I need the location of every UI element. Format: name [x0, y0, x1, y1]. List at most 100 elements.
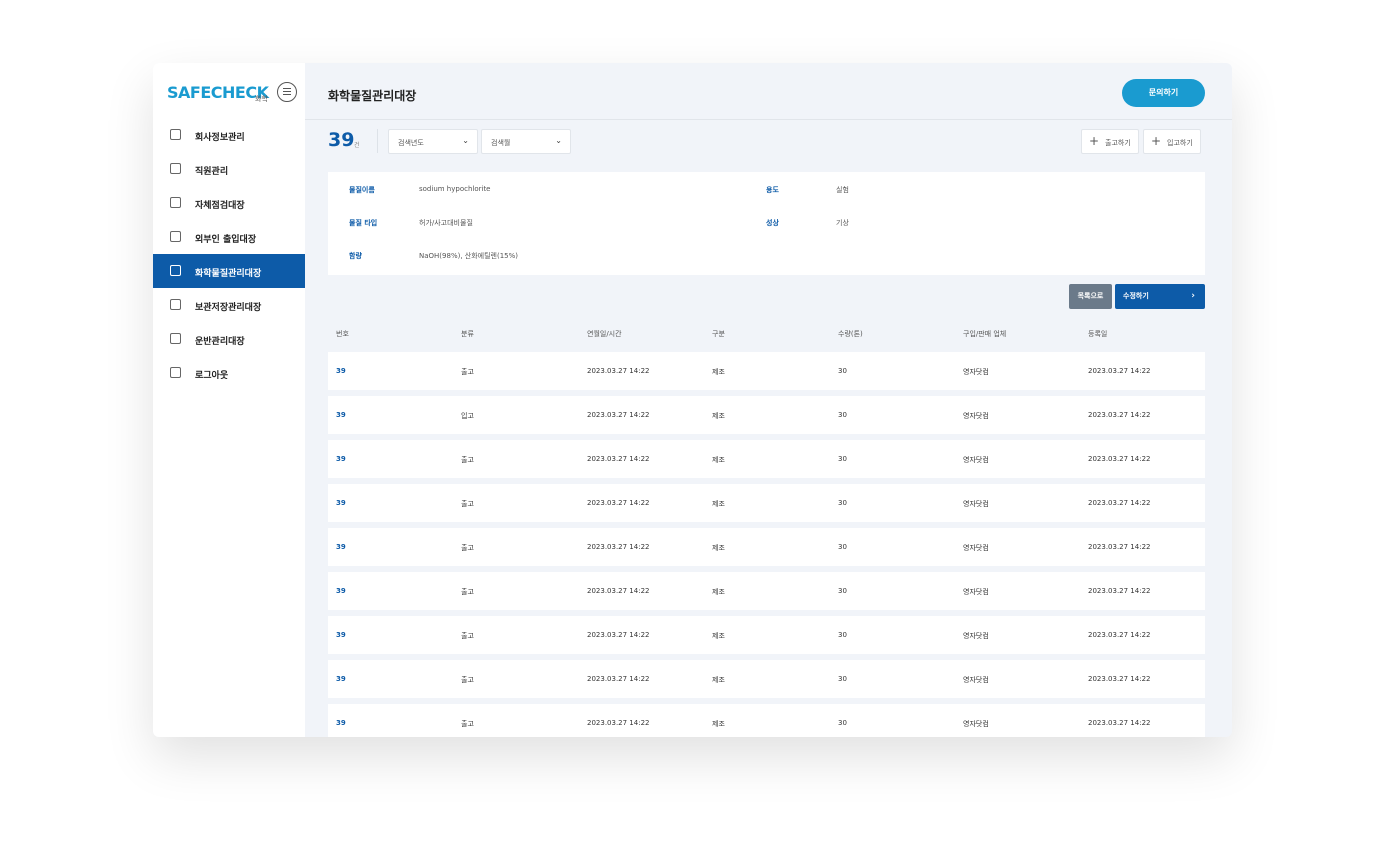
app-window: SAFECHECK 화학 회사정보관리 직원관리 자체점검대장 외부인 출입대장 화학물… [153, 63, 1232, 737]
menu-label: 직원관리 [195, 167, 229, 177]
contact-button[interactable]: 문의하기 [1122, 79, 1205, 107]
table-cell: 출고 [461, 368, 474, 376]
table-row[interactable]: 39 출고 2023.03.27 14:22 제조 30 영자닷컴 2023.03.27 1… [328, 704, 1205, 737]
menu-icon [170, 299, 181, 310]
filter-label: 검색월 [491, 139, 511, 147]
dropdown-arrow: ⌄ [462, 136, 469, 145]
table-cell: 출고 [461, 456, 474, 464]
table-cell: 39 [336, 631, 346, 639]
menu-item[interactable]: 자체점검대장 [153, 186, 305, 220]
separator [377, 129, 378, 153]
menu-item[interactable]: 운반관리대장 [153, 322, 305, 356]
table-cell: 2023.03.27 14:22 [1088, 631, 1151, 639]
table-cell: 39 [336, 587, 346, 595]
table-cell: 영자닷컴 [963, 676, 989, 684]
menu-item[interactable]: 직원관리 [153, 152, 305, 186]
table-cell: 영자닷컴 [963, 544, 989, 552]
menu-item[interactable]: 화학물질관리대장 [153, 254, 305, 288]
count-unit: 건 [354, 142, 360, 149]
menu-label: 로그아웃 [195, 371, 229, 381]
table-cell: 30 [838, 587, 847, 595]
action-button[interactable]: + 입고하기 [1143, 129, 1201, 154]
plus-icon: + [1151, 134, 1162, 148]
menu-label: 보관저장관리대장 [195, 303, 262, 313]
table-cell: 39 [336, 499, 346, 507]
info-panel: 물질이름 sodium hypochlorite 용도 실험 물질 타입 허가/사고대비물… [328, 172, 1205, 275]
info-label: 함량 [349, 252, 362, 260]
menu-icon [170, 129, 181, 140]
table-cell: 2023.03.27 14:22 [587, 587, 650, 595]
menu-label: 자체점검대장 [195, 201, 245, 211]
info-label: 물질이름 [349, 186, 375, 194]
table-row[interactable]: 39 출고 2023.03.27 14:22 제조 30 영자닷컴 2023.03.27 1… [328, 440, 1205, 478]
column-header: 분류 [461, 330, 474, 338]
table-cell: 출고 [461, 676, 474, 684]
table-row[interactable]: 39 출고 2023.03.27 14:22 제조 30 영자닷컴 2023.03.27 1… [328, 352, 1205, 390]
table-row[interactable]: 39 출고 2023.03.27 14:22 제조 30 영자닷컴 2023.03.27 1… [328, 528, 1205, 566]
table-cell: 2023.03.27 14:22 [587, 411, 650, 419]
table-row[interactable]: 39 출고 2023.03.27 14:22 제조 30 영자닷컴 2023.03.27 1… [328, 484, 1205, 522]
table-cell: 2023.03.27 14:22 [1088, 411, 1151, 419]
table-cell: 출고 [461, 632, 474, 640]
column-header: 등록일 [1088, 330, 1108, 338]
menu-icon [170, 163, 181, 174]
menu-icon [170, 367, 181, 378]
table-cell: 입고 [461, 412, 474, 420]
table-row[interactable]: 39 출고 2023.03.27 14:22 제조 30 영자닷컴 2023.03.27 1… [328, 660, 1205, 698]
table-cell: 39 [336, 675, 346, 683]
table-cell: 제조 [712, 544, 725, 552]
table-cell: 30 [838, 675, 847, 683]
info-value: 허가/사고대비물질 [419, 219, 473, 227]
table-cell: 2023.03.27 14:22 [1088, 499, 1151, 507]
table-cell: 2023.03.27 14:22 [1088, 675, 1151, 683]
menu-item[interactable]: 회사정보관리 [153, 118, 305, 152]
table-cell: 2023.03.27 14:22 [587, 631, 650, 639]
table-cell: 2023.03.27 14:22 [587, 543, 650, 551]
table-row[interactable]: 39 출고 2023.03.27 14:22 제조 30 영자닷컴 2023.03.27 1… [328, 572, 1205, 610]
table-cell: 영자닷컴 [963, 412, 989, 420]
table-cell: 제조 [712, 500, 725, 508]
menu-toggle[interactable] [277, 82, 297, 102]
page-title: 화학물질관리대장 [328, 89, 417, 103]
column-header: 연월일/시간 [587, 330, 622, 338]
list-button[interactable]: 목록으로 [1069, 284, 1112, 309]
table-cell: 출고 [461, 588, 474, 596]
column-header: 번호 [336, 330, 349, 338]
table-cell: 제조 [712, 720, 725, 728]
table-cell: 제조 [712, 412, 725, 420]
filter-select[interactable]: 검색월 ⌄ [481, 129, 571, 154]
table-cell: 2023.03.27 14:22 [587, 719, 650, 727]
table-cell: 영자닷컴 [963, 632, 989, 640]
info-label: 용도 [766, 186, 779, 194]
menu-icon [170, 197, 181, 208]
menu-icon [170, 265, 181, 276]
logo-sub: 화학 [255, 95, 268, 103]
table-cell: 2023.03.27 14:22 [587, 367, 650, 375]
table-cell: 영자닷컴 [963, 720, 989, 728]
table-cell: 2023.03.27 14:22 [587, 675, 650, 683]
table-row[interactable]: 39 출고 2023.03.27 14:22 제조 30 영자닷컴 2023.03.27 1… [328, 616, 1205, 654]
menu-icon [170, 231, 181, 242]
info-value: 기상 [836, 219, 849, 227]
filter-select[interactable]: 검색년도 ⌄ [388, 129, 478, 154]
edit-button[interactable]: 수정하기 › [1115, 284, 1205, 309]
table-cell: 39 [336, 455, 346, 463]
action-label: 출고하기 [1105, 139, 1131, 147]
table-cell: 30 [838, 499, 847, 507]
table-cell: 영자닷컴 [963, 456, 989, 464]
table-cell: 30 [838, 543, 847, 551]
table-cell: 30 [838, 411, 847, 419]
info-label: 물질 타입 [349, 219, 378, 227]
menu-item[interactable]: 외부인 출입대장 [153, 220, 305, 254]
table-row[interactable]: 39 입고 2023.03.27 14:22 제조 30 영자닷컴 2023.03.27 1… [328, 396, 1205, 434]
menu-item[interactable]: 로그아웃 [153, 356, 305, 390]
table-cell: 제조 [712, 588, 725, 596]
table-cell: 30 [838, 719, 847, 727]
table-cell: 2023.03.27 14:22 [587, 455, 650, 463]
table-cell: 출고 [461, 544, 474, 552]
table-cell: 30 [838, 631, 847, 639]
action-button[interactable]: + 출고하기 [1081, 129, 1139, 154]
info-value: 실험 [836, 186, 849, 194]
menu-item[interactable]: 보관저장관리대장 [153, 288, 305, 322]
